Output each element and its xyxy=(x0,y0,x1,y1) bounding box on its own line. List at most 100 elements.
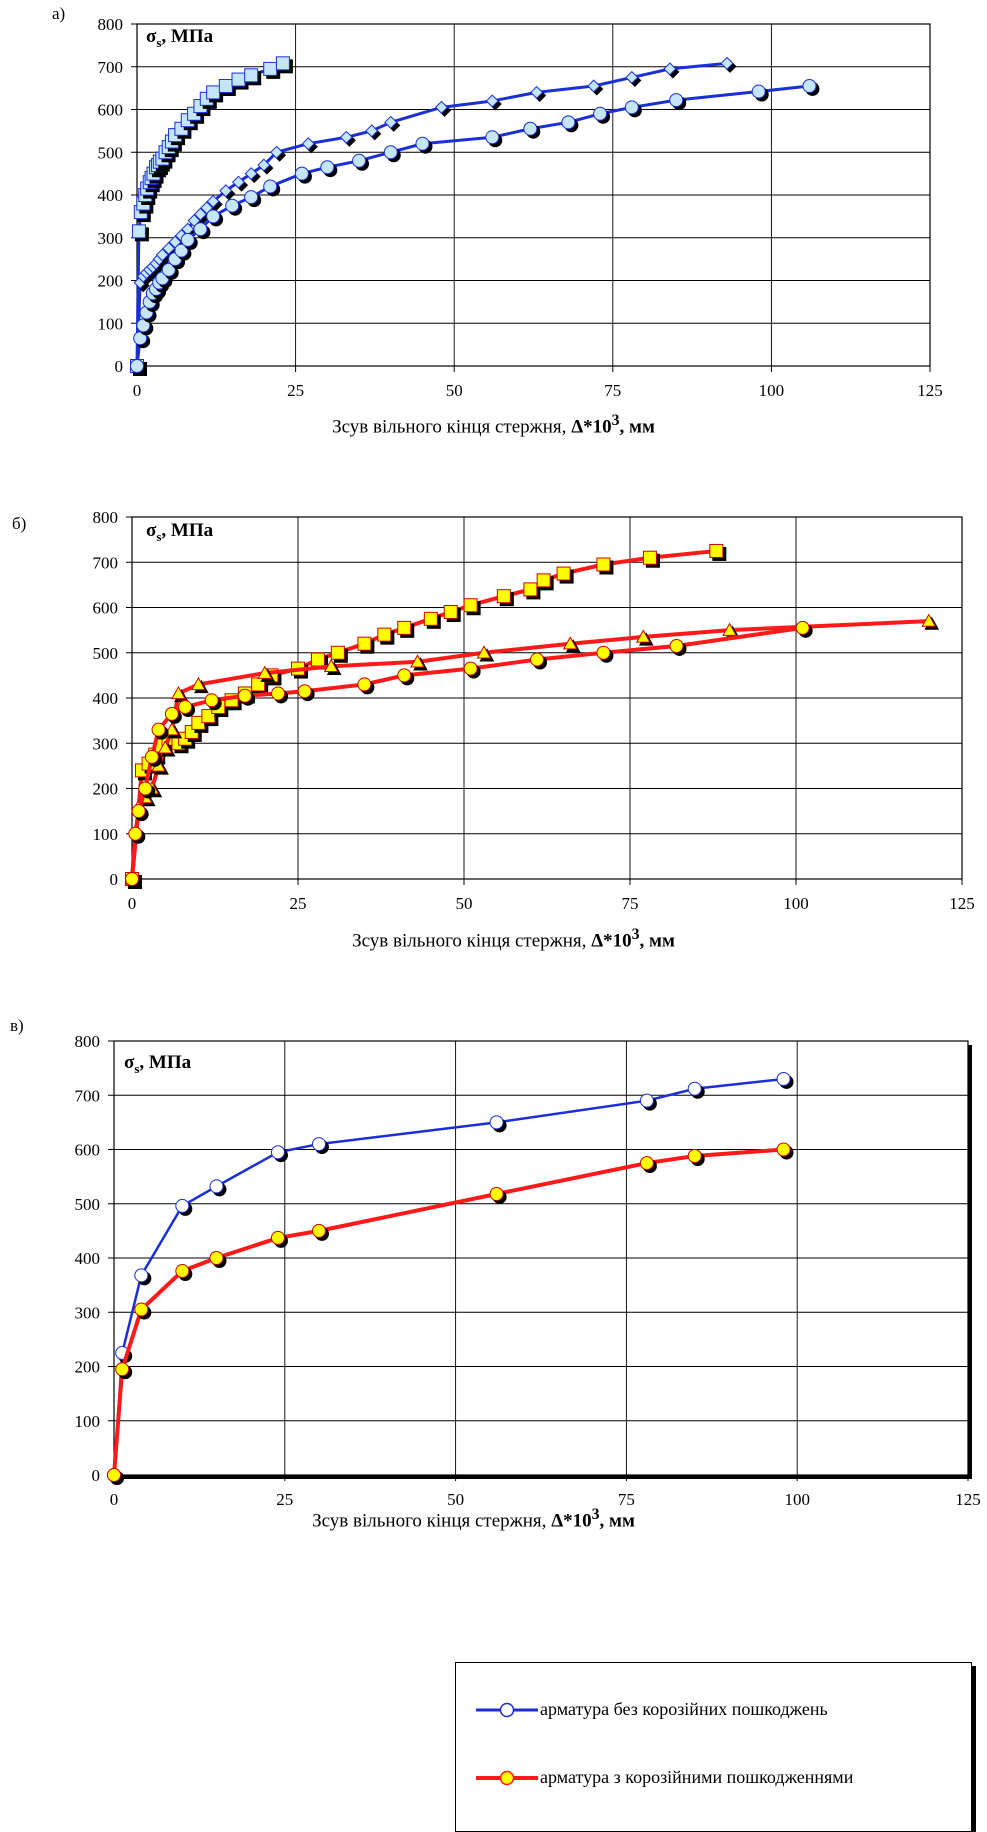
x-label-unit: , мм xyxy=(639,930,675,952)
y-tick-label: 800 xyxy=(75,1032,101,1051)
data-point xyxy=(423,611,441,629)
data-point xyxy=(164,722,183,739)
data-point xyxy=(323,658,342,676)
data-point xyxy=(174,121,192,139)
data-point xyxy=(556,566,574,584)
data-point xyxy=(244,190,262,208)
legend: арматура без корозійних пошкоджень армат… xyxy=(455,1662,972,1832)
x-label-exponent: 3 xyxy=(591,1506,600,1523)
data-point xyxy=(415,136,433,154)
x-tick-label: 75 xyxy=(622,894,639,913)
data-point xyxy=(219,184,236,201)
data-point xyxy=(257,665,276,682)
y-label-symbol: σ xyxy=(146,26,157,47)
data-point xyxy=(115,1362,133,1380)
data-point xyxy=(180,232,198,250)
legend-item-blue: арматура без корозійних пошкоджень xyxy=(476,1699,828,1720)
y-label-subscript: s xyxy=(134,1061,140,1076)
y-tick-label: 200 xyxy=(93,780,119,799)
y-label-symbol: σ xyxy=(146,520,157,541)
data-point xyxy=(635,629,654,646)
y-tick-label: 100 xyxy=(93,825,119,844)
x-label-unit: , мм xyxy=(619,416,655,438)
x-tick-label: 125 xyxy=(949,894,975,913)
data-point xyxy=(181,222,198,239)
data-point xyxy=(191,676,209,694)
data-point xyxy=(669,638,687,656)
chart-c-svg: 0 25 50 75 100 125 0 100 200 300 400 500 600 700 800 xyxy=(75,1032,981,1509)
data-point xyxy=(489,1186,507,1204)
data-point xyxy=(151,722,169,740)
y-tick-label: 500 xyxy=(93,644,119,663)
data-point xyxy=(596,645,614,663)
data-point xyxy=(206,209,224,227)
data-point xyxy=(410,654,428,671)
x-label-unit: , мм xyxy=(599,1510,635,1532)
y-tick-label: 200 xyxy=(98,272,124,291)
data-point xyxy=(136,318,154,336)
data-point xyxy=(270,1145,288,1163)
x-tick-label: 25 xyxy=(287,381,304,400)
y-tick-label: 300 xyxy=(75,1303,101,1322)
data-point xyxy=(463,661,481,679)
data-point xyxy=(489,1115,507,1133)
data-point xyxy=(244,167,261,184)
data-point xyxy=(164,706,182,724)
data-point xyxy=(587,79,604,96)
data-point xyxy=(624,100,642,118)
data-point xyxy=(596,557,614,575)
data-point xyxy=(485,94,502,111)
x-axis-label: Зсув вільного кінця стержня, Δ*103, мм xyxy=(20,926,987,952)
data-point xyxy=(921,613,940,630)
y-tick-label: 400 xyxy=(98,186,124,205)
y-tick-label: 700 xyxy=(93,553,119,572)
data-point xyxy=(722,622,740,639)
data-point xyxy=(625,70,642,87)
data-point xyxy=(397,620,415,638)
data-point xyxy=(271,686,289,704)
data-point xyxy=(443,605,461,623)
data-point xyxy=(133,331,151,349)
y-axis-label: σs, МПа xyxy=(124,1052,191,1077)
x-tick-label: 75 xyxy=(618,1490,635,1509)
y-tick-label: 600 xyxy=(75,1141,101,1160)
data-point xyxy=(485,130,503,148)
x-tick-label: 0 xyxy=(110,1490,119,1509)
data-point xyxy=(175,1264,193,1282)
panel-letter: а) xyxy=(52,4,66,23)
data-point xyxy=(536,573,554,591)
x-label-exponent: 3 xyxy=(631,926,640,943)
legend-swatch-red xyxy=(476,1770,538,1785)
data-point xyxy=(275,56,293,74)
data-point xyxy=(669,93,687,111)
panel-letter: в) xyxy=(10,1016,24,1035)
data-point xyxy=(709,543,727,561)
x-axis-label: Зсув вільного кінця стержня, Δ*103, мм xyxy=(0,412,987,438)
x-tick-label: 50 xyxy=(447,1490,464,1509)
y-tick-label: 800 xyxy=(98,15,124,34)
data-point xyxy=(311,1137,329,1155)
data-point xyxy=(225,198,243,216)
y-tick-label: 100 xyxy=(98,314,124,333)
data-point xyxy=(294,166,312,184)
data-point xyxy=(128,826,146,844)
y-tick-label: 600 xyxy=(98,101,124,120)
x-tick-label: 0 xyxy=(133,381,142,400)
y-label-symbol: σ xyxy=(124,1052,135,1073)
x-tick-label: 100 xyxy=(759,381,785,400)
data-point xyxy=(134,1268,152,1286)
chart-b-svg: 0 25 50 75 100 125 0 100 200 300 400 500 600 700 800 xyxy=(93,508,975,913)
y-tick-label: 0 xyxy=(110,870,119,889)
data-point xyxy=(352,153,370,171)
data-point xyxy=(209,1179,227,1197)
y-label-subscript: s xyxy=(156,529,162,544)
y-axis-label: σs, МПа xyxy=(146,520,213,545)
y-tick-label: 200 xyxy=(75,1358,101,1377)
data-point xyxy=(270,1230,288,1248)
data-point xyxy=(357,677,375,695)
data-point xyxy=(311,1223,329,1241)
data-point xyxy=(639,1156,657,1174)
data-point xyxy=(301,137,318,154)
data-point xyxy=(496,589,514,607)
data-point xyxy=(204,693,222,711)
